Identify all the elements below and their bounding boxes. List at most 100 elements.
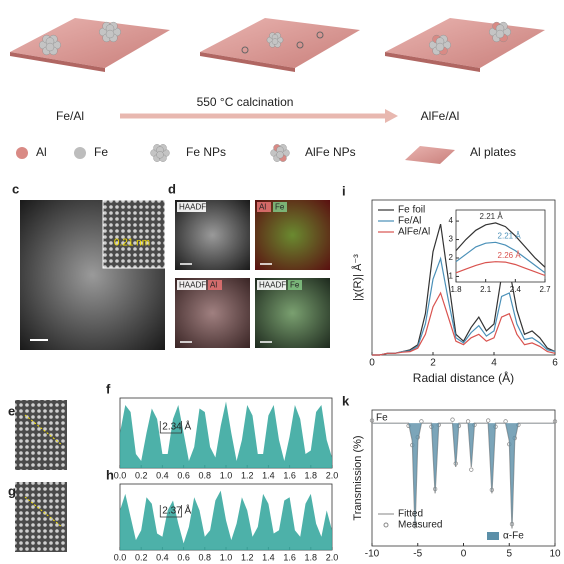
- x-tick-label: 0: [461, 549, 467, 560]
- start-label: Fe/Al: [56, 109, 84, 123]
- legend-swatch: [487, 532, 499, 540]
- x-tick-label: 5: [506, 549, 512, 560]
- x-tick-label: 0.0: [114, 470, 127, 480]
- tag-bg: [177, 280, 206, 290]
- np-atom: [156, 151, 164, 159]
- legend-label: AlFe NPs: [305, 145, 356, 159]
- x-tick-label: 1.0: [220, 470, 233, 480]
- tag-bg: [208, 280, 222, 290]
- y-axis-label: |χ(R)| Å⁻³: [351, 254, 364, 301]
- annotation: 2.34 Å: [162, 420, 191, 433]
- small-np: [296, 41, 304, 49]
- tag-label: HAADF: [259, 281, 286, 290]
- x-tick-label: 0.6: [177, 470, 190, 480]
- np-atom: [271, 38, 279, 45]
- legend-swatch: [383, 522, 389, 528]
- x-tick-label: 1.8: [305, 552, 318, 562]
- step-label: 550 °C calcination: [197, 95, 294, 109]
- x-tick-label: 1.6: [283, 470, 296, 480]
- panel-label: c: [12, 181, 19, 196]
- fe-atom-icon: [74, 147, 86, 159]
- annotation: 2.26 Å: [498, 251, 522, 260]
- tag-label: HAADF: [179, 203, 206, 212]
- x-axis-label: Radial distance (Å): [413, 370, 514, 385]
- x-tick-label: 6: [552, 358, 558, 369]
- x-tick-label: 0.8: [199, 552, 212, 562]
- panel-label: i: [342, 183, 346, 198]
- x-tick-label: 1.0: [220, 552, 233, 562]
- spacing-bracket: [159, 421, 182, 434]
- panel-label: d: [168, 181, 176, 196]
- area: [120, 401, 332, 468]
- x-tick-label: 4: [491, 358, 497, 369]
- x-tick-label: 0.8: [199, 470, 212, 480]
- x-tick-label: 1.2: [241, 470, 254, 480]
- x-tick-label: 1.6: [283, 552, 296, 562]
- x-tick-label: -10: [365, 549, 380, 560]
- x-tick-label: 2.0: [326, 552, 339, 562]
- tag-label: Al: [210, 281, 217, 290]
- x-tick-label: 1.2: [241, 552, 254, 562]
- chart-title: Fe: [376, 413, 388, 424]
- line: [455, 261, 546, 277]
- panel-label: f: [106, 381, 111, 396]
- y-tick-label: 2: [449, 253, 454, 262]
- plate-edge: [385, 52, 480, 72]
- x-tick-label: 0.4: [156, 552, 169, 562]
- data-point: [486, 418, 491, 423]
- spacing-bracket: [159, 505, 182, 518]
- tag-label: Fe: [275, 203, 285, 212]
- data-point: [503, 419, 508, 424]
- x-tick-label: 1.4: [262, 552, 275, 562]
- np-atom: [435, 42, 445, 52]
- x-tick-label: 2.1: [480, 285, 492, 294]
- data-point: [465, 419, 471, 424]
- y-tick-label: 1: [449, 272, 454, 281]
- plate-edge: [10, 52, 105, 72]
- tag-label: Fe: [290, 281, 300, 290]
- legend-label: Fe: [94, 145, 108, 159]
- hrtem-image: [15, 482, 67, 552]
- np-atom: [276, 151, 284, 159]
- x-tick-label: 2.7: [539, 285, 551, 294]
- line: [455, 222, 546, 268]
- x-tick-label: 0.2: [135, 552, 148, 562]
- legend-label: Fe NPs: [186, 145, 226, 159]
- panel-label: k: [342, 393, 350, 408]
- plate-edge: [200, 52, 295, 72]
- hrtem-inset: [102, 199, 166, 269]
- x-tick-label: -5: [413, 549, 422, 560]
- tag-bg: [288, 280, 302, 290]
- tag-label: HAADF: [179, 281, 206, 290]
- hrtem-image: [15, 400, 67, 470]
- panel-label: h: [106, 467, 114, 482]
- x-tick-label: 0.0: [114, 552, 127, 562]
- x-tick-label: 0.2: [135, 470, 148, 480]
- legend-label: Fe/Al: [398, 216, 421, 227]
- data-point: [419, 419, 424, 424]
- end-label: AlFe/Al: [421, 109, 460, 123]
- y-axis-label: Transmission (%): [352, 435, 364, 520]
- line: [372, 291, 556, 356]
- tag-label: Al: [259, 203, 266, 212]
- x-tick-label: 1.4: [262, 470, 275, 480]
- legend-label: Fitted: [398, 509, 423, 520]
- legend-label: Al: [36, 145, 47, 159]
- np-atom: [495, 29, 505, 39]
- data-point: [369, 418, 375, 423]
- x-tick-label: 0.4: [156, 470, 169, 480]
- lattice-spacing: 0.21 nm: [114, 238, 150, 249]
- panel-label: g: [8, 483, 16, 498]
- x-tick-label: 0.6: [177, 552, 190, 562]
- legend-label: α-Fe: [503, 531, 524, 542]
- x-tick-label: 2.4: [510, 285, 522, 294]
- tag-bg: [177, 202, 206, 212]
- arrow-head: [385, 109, 398, 123]
- panel-label: e: [8, 403, 15, 418]
- legend-label: Al plates: [470, 145, 516, 159]
- area: [120, 490, 332, 550]
- small-np: [316, 31, 324, 39]
- small-np: [241, 46, 249, 54]
